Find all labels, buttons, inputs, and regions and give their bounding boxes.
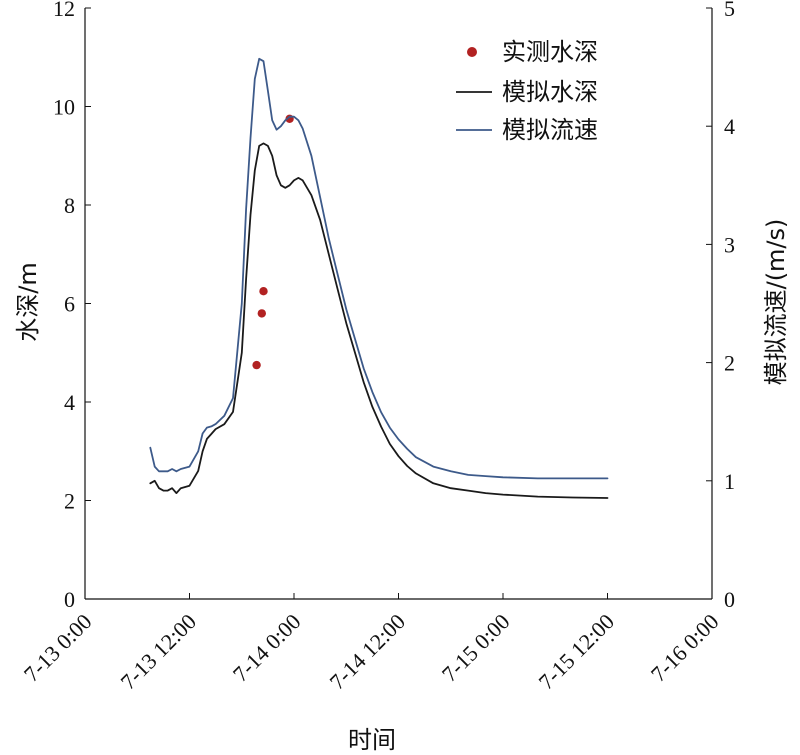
x-tick-label: 7-13 12:00 bbox=[116, 609, 202, 695]
y-left-tick-label: 0 bbox=[64, 587, 75, 612]
y-left-tick-label: 8 bbox=[64, 193, 75, 218]
legend: 实测水深 模拟水深 模拟流速 bbox=[456, 38, 598, 144]
y-right-tick-label: 3 bbox=[724, 232, 735, 257]
x-tick-label: 7-14 0:00 bbox=[228, 609, 306, 687]
series-layer bbox=[149, 57, 609, 499]
x-tick-label: 7-16 0:00 bbox=[646, 609, 724, 687]
y-left-tick-label: 2 bbox=[64, 489, 75, 514]
series-line-simulated-velocity bbox=[149, 57, 609, 480]
x-tick-label: 7-13 0:00 bbox=[19, 609, 97, 687]
measured-depth-point bbox=[257, 309, 266, 318]
y-right-tick-label: 4 bbox=[724, 114, 735, 139]
legend-marker-measured-depth bbox=[467, 47, 477, 57]
y-left-tick-label: 12 bbox=[53, 0, 75, 21]
right-axis: 0 1 2 3 4 5 bbox=[706, 0, 735, 612]
left-axis: 0 2 4 6 8 10 12 bbox=[53, 0, 91, 612]
measured-depth-point bbox=[259, 287, 268, 296]
y-right-tick-label: 0 bbox=[724, 587, 735, 612]
y-left-tick-label: 4 bbox=[64, 390, 75, 415]
x-axis: 7-13 0:00 7-13 12:00 7-14 0:00 7-14 12:00 7-… bbox=[19, 593, 724, 694]
x-axis-title: 时间 bbox=[348, 726, 396, 754]
measured-depth-point bbox=[252, 360, 261, 370]
plot-frame bbox=[84, 8, 713, 600]
x-tick-label: 7-15 12:00 bbox=[534, 609, 620, 695]
x-tick-label: 7-15 0:00 bbox=[437, 609, 515, 687]
x-tick-label: 7-14 12:00 bbox=[325, 609, 411, 695]
y-axis-left-title: 水深/m bbox=[14, 262, 42, 341]
legend-label-measured-depth: 实测水深 bbox=[502, 38, 598, 66]
series-line-simulated-depth bbox=[149, 142, 609, 499]
y-axis-right-title: 模拟流速/(m/s) bbox=[762, 219, 790, 386]
y-left-tick-label: 10 bbox=[53, 95, 75, 120]
y-left-tick-label: 6 bbox=[64, 292, 75, 317]
y-right-tick-label: 1 bbox=[724, 469, 735, 494]
y-right-tick-label: 5 bbox=[724, 0, 735, 21]
legend-label-simulated-depth: 模拟水深 bbox=[502, 78, 598, 106]
y-right-tick-label: 2 bbox=[724, 351, 735, 376]
legend-label-simulated-velocity: 模拟流速 bbox=[502, 116, 598, 144]
